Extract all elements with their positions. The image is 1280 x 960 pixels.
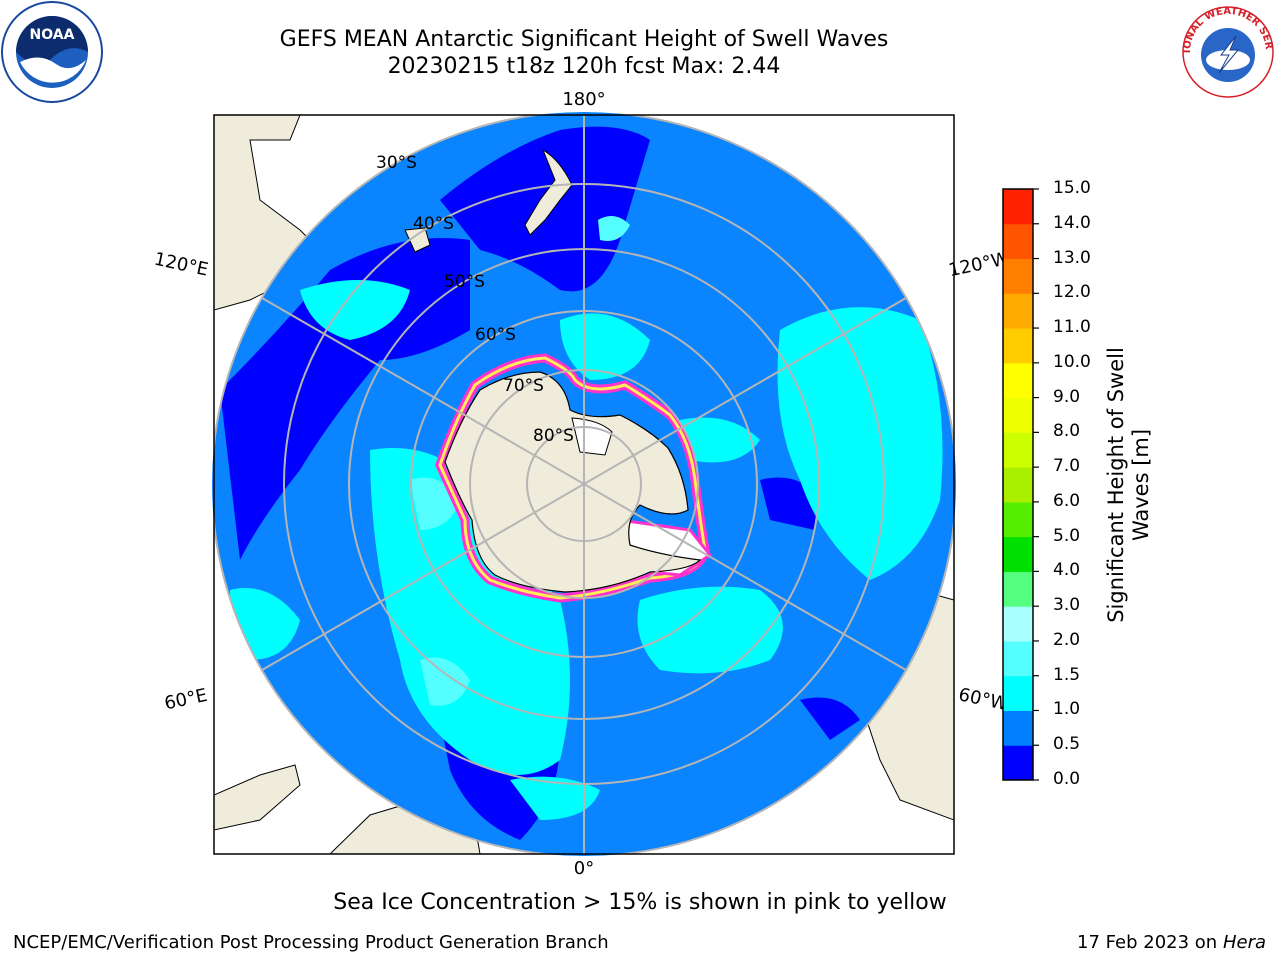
colorbar-label: Significant Height of Swell Waves [m] bbox=[1104, 347, 1154, 623]
colorbar-tick-label: 3.0 bbox=[1053, 595, 1081, 616]
colorbar-segment bbox=[1003, 675, 1033, 711]
chart-title: GEFS MEAN Antarctic Significant Height o… bbox=[279, 27, 889, 52]
lon-label-60e: 60°E bbox=[163, 685, 210, 715]
colorbar-segment bbox=[1003, 467, 1033, 503]
colorbar-segment bbox=[1003, 362, 1033, 399]
lon-label-180: 180° bbox=[562, 89, 605, 110]
colorbar-segment bbox=[1003, 536, 1033, 572]
swell-high-region bbox=[598, 216, 630, 241]
lon-label-120e: 120°E bbox=[152, 249, 210, 281]
colorbar-tick-label: 2.0 bbox=[1053, 629, 1081, 650]
colorbar-label-line1: Significant Height of Swell bbox=[1104, 347, 1128, 623]
sea-ice-note: Sea Ice Concentration > 15% is shown in … bbox=[333, 890, 947, 915]
colorbar-tick-label: 1.5 bbox=[1053, 664, 1081, 685]
colorbar-tick-label: 0.0 bbox=[1053, 769, 1081, 789]
colorbar-tick-label: 12.0 bbox=[1053, 282, 1091, 303]
lat-label: 80°S bbox=[533, 426, 574, 446]
colorbar-frame bbox=[1002, 188, 1034, 781]
graticule bbox=[214, 115, 954, 854]
swell-mid-region bbox=[300, 280, 410, 340]
colorbar-tick-label: 8.0 bbox=[1053, 421, 1081, 442]
lon-label-120w: 120°W bbox=[947, 248, 1011, 281]
chart-subtitle: 20230215 t18z 120h fcst Max: 2.44 bbox=[387, 54, 781, 79]
colorbar-segment bbox=[1003, 432, 1033, 468]
lat-label: 30°S bbox=[376, 153, 417, 173]
swell-mid-region bbox=[777, 307, 943, 580]
colorbar-tick-label: 1.0 bbox=[1053, 699, 1081, 720]
swell-lowest-region bbox=[220, 238, 470, 560]
colorbar-tick-label: 11.0 bbox=[1053, 317, 1091, 338]
lat-label: 70°S bbox=[503, 376, 544, 396]
colorbar-segment bbox=[1003, 328, 1033, 364]
colorbar-tick-label: 7.0 bbox=[1053, 456, 1081, 477]
new-zealand-landmass bbox=[524, 148, 573, 236]
madagascar-landmass bbox=[214, 764, 301, 831]
colorbar-tick-label: 9.0 bbox=[1053, 386, 1081, 407]
colorbar-segment bbox=[1003, 397, 1033, 433]
colorbar-tick-label: 4.0 bbox=[1053, 560, 1081, 581]
colorbar-segment bbox=[1003, 501, 1033, 538]
colorbar-segment bbox=[1003, 571, 1033, 607]
colorbar bbox=[1003, 188, 1039, 781]
swell-mid-region bbox=[680, 417, 760, 463]
colorbar-tick-label: 10.0 bbox=[1053, 351, 1091, 372]
colorbar-segment bbox=[1003, 606, 1033, 642]
colorbar-tick-label: 14.0 bbox=[1053, 212, 1091, 233]
colorbar-tick-label: 6.0 bbox=[1053, 490, 1081, 511]
colorbar-segment bbox=[1003, 710, 1033, 746]
date-text: 17 Feb 2023 on bbox=[1077, 932, 1218, 953]
lat-label: 50°S bbox=[444, 272, 485, 292]
nws-logo-icon: NATIONAL WEATHER SERVICE bbox=[1176, 0, 1274, 98]
colorbar-tick-label: 5.0 bbox=[1053, 525, 1081, 546]
swell-high-region bbox=[420, 657, 470, 706]
swell-lowest-region bbox=[800, 697, 860, 740]
colorbar-tick-label: 13.0 bbox=[1053, 247, 1091, 268]
swell-mid-region bbox=[510, 776, 600, 820]
credit-text: NCEP/EMC/Verification Post Processing Pr… bbox=[13, 932, 609, 953]
colorbar-segment bbox=[1003, 223, 1033, 260]
lat-label: 60°S bbox=[475, 325, 516, 345]
noaa-logo-icon: NOAA bbox=[1, 1, 103, 103]
colorbar-tick-label: 15.0 bbox=[1053, 178, 1091, 198]
colorbar-label-line2: Waves [m] bbox=[1129, 428, 1153, 542]
tasmania-landmass bbox=[404, 227, 431, 253]
svg-text:NOAA: NOAA bbox=[30, 27, 75, 43]
colorbar-segment bbox=[1003, 640, 1033, 677]
colorbar-segment bbox=[1003, 745, 1033, 781]
swell-mid-region bbox=[637, 586, 783, 674]
sea-ice-edge-core bbox=[438, 356, 707, 600]
lon-label-60w: 60°W bbox=[957, 684, 1010, 715]
colorbar-tick-label: 0.5 bbox=[1053, 734, 1081, 755]
colorbar-segment bbox=[1003, 258, 1033, 294]
lat-label: 40°S bbox=[413, 214, 454, 234]
colorbar-segment bbox=[1003, 293, 1033, 329]
swell-mid-region bbox=[560, 313, 650, 380]
date-stamp: 17 Feb 2023 on Hera bbox=[1077, 932, 1266, 953]
colorbar-segment bbox=[1003, 189, 1033, 225]
lon-label-0: 0° bbox=[574, 858, 594, 879]
machine-name: Hera bbox=[1222, 932, 1266, 953]
map-frame bbox=[213, 114, 955, 855]
